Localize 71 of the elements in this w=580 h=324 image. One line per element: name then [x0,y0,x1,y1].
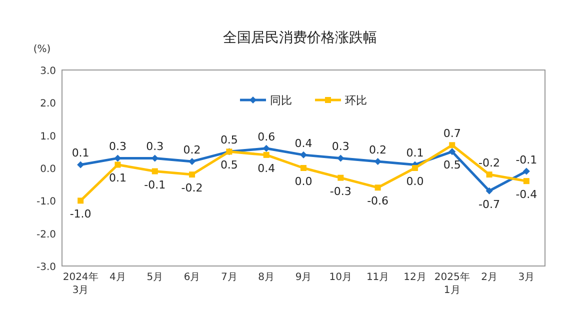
point [263,152,270,158]
point [337,154,344,162]
data-label: -0.3 [330,184,352,198]
point [374,158,382,165]
point [77,161,84,168]
x-tick-label: 2024年 3月 [62,271,98,296]
point [300,151,307,158]
data-label: 0.2 [369,143,387,156]
point [412,165,418,171]
data-label: 0.7 [443,127,461,140]
data-label: 0.1 [406,146,424,160]
data-label: -0.1 [144,178,166,192]
point [188,158,196,165]
x-tick-label: 6月 [184,272,200,283]
data-label: -0.1 [516,153,538,166]
x-tick-label: 8月 [258,272,275,283]
legend-label: 同比 [270,94,292,107]
point [486,187,493,194]
x-tick-label: 12月 [404,272,426,283]
point [374,184,381,191]
x-tick-label: 2月 [481,272,498,283]
data-label: 0.5 [443,158,461,172]
data-label: -1.0 [70,208,92,221]
x-tick-label: 4月 [110,272,126,283]
point [523,178,530,184]
data-label: 0.4 [258,162,276,175]
point [152,168,158,174]
x-tick-label: 7月 [221,272,238,283]
y-tick-label: 2.0 [40,98,56,110]
legend-label: 环比 [345,94,367,107]
point [78,198,84,204]
x-tick-label: 11月 [366,272,390,283]
point [300,165,306,171]
data-label: 0.3 [332,140,350,154]
data-label: 0.4 [294,136,312,150]
data-label: -0.4 [516,188,538,202]
data-label: 0.5 [220,158,238,172]
point [449,142,456,148]
y-tick-label: 0.0 [40,164,56,175]
x-tick-label: 2025年 1月 [434,271,470,296]
point [114,162,121,168]
chart-title: 全国居民消费价格涨跌幅 [223,30,377,46]
data-label: -0.2 [478,156,500,170]
data-label: -0.6 [367,194,389,208]
point [448,148,456,156]
data-label: -0.7 [478,198,500,211]
data-label: 0.1 [108,172,126,185]
data-label: 0.3 [108,140,126,154]
data-label: 0.0 [406,175,424,188]
y-tick-label: 1.0 [40,131,56,142]
data-label: 0.6 [258,130,276,144]
y-axis-title: (%) [33,44,51,55]
point [486,172,492,178]
y-tick-label: -3.0 [36,262,56,273]
data-label: 0.1 [72,146,90,160]
data-label: 0.0 [294,175,312,188]
x-tick-label: 10月 [329,272,352,283]
x-tick-label: 5月 [146,272,164,283]
data-label: 0.5 [220,134,238,147]
data-label: 0.3 [146,140,164,154]
y-tick-label: 3.0 [40,66,56,77]
point [338,174,344,181]
x-tick-label: 3月 [518,272,535,283]
data-label: -0.2 [181,182,203,195]
point [189,172,196,178]
data-label: 0.2 [183,143,201,156]
y-tick-label: -1.0 [36,196,56,208]
point [522,168,530,175]
y-tick-label: -2.0 [36,229,56,240]
x-tick-label: 9月 [295,272,312,283]
point [262,144,270,152]
